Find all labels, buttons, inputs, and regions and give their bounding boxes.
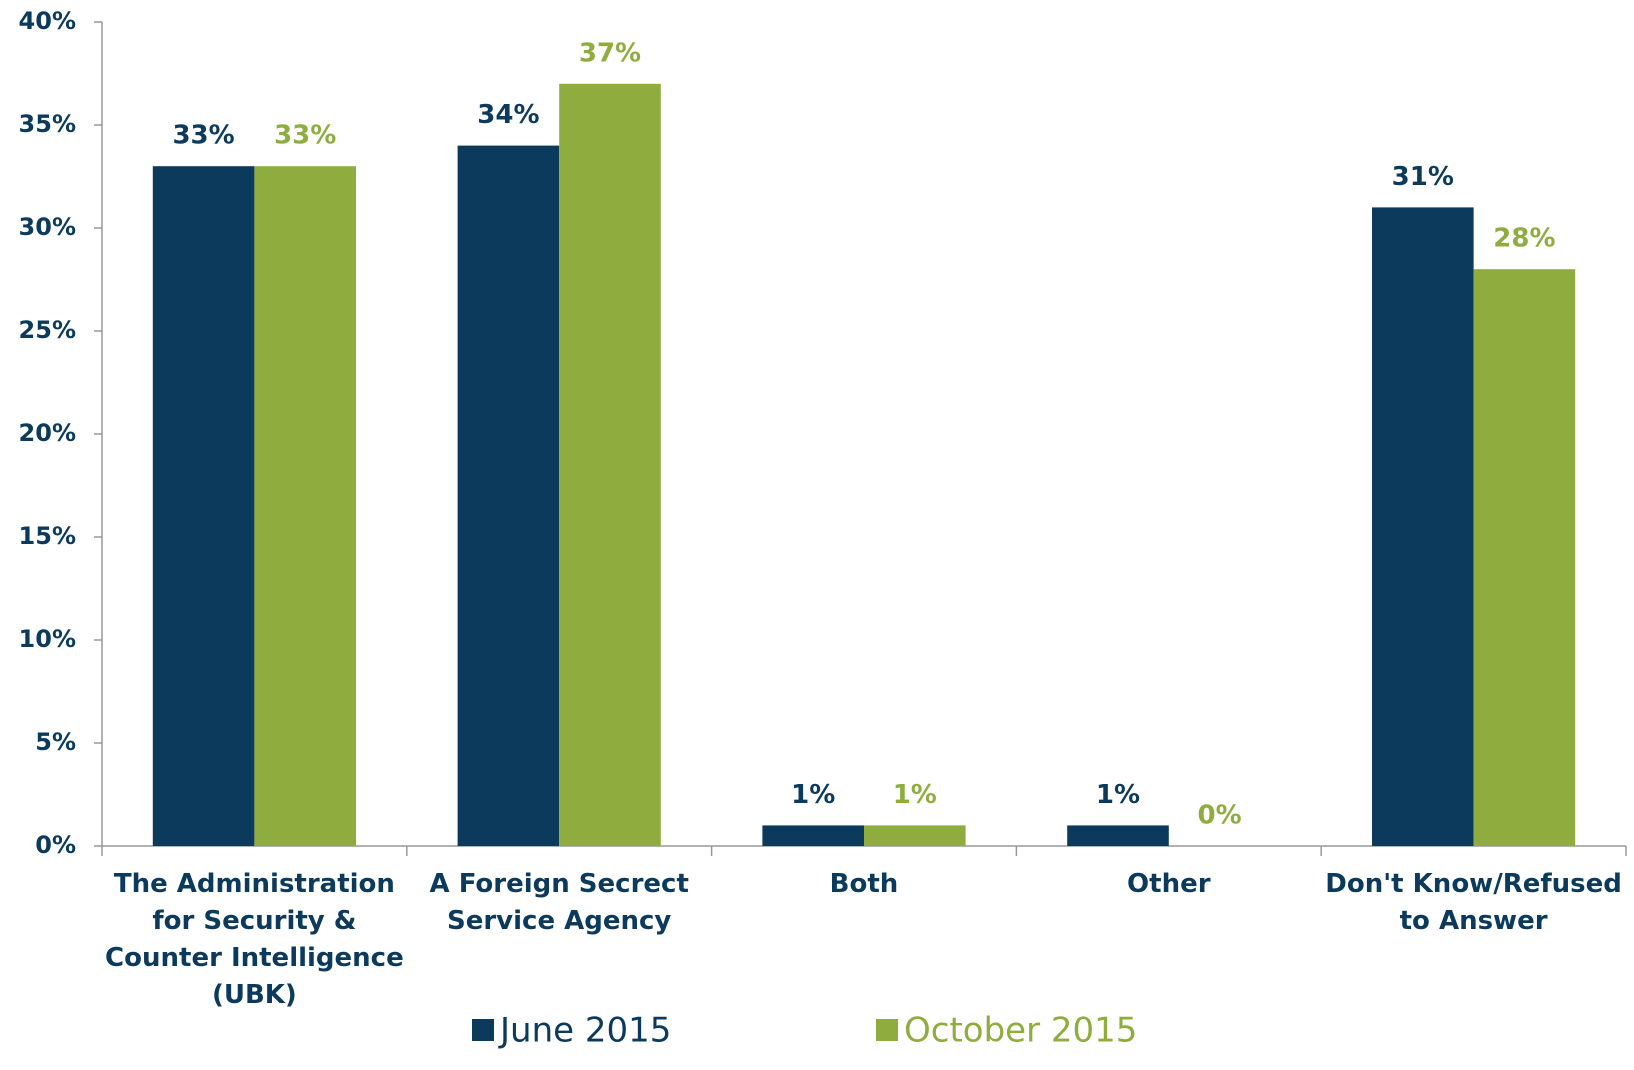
y-tick-label: 35% (19, 110, 76, 138)
data-label: 1% (1096, 780, 1140, 810)
x-tick-label: Both (829, 869, 899, 899)
data-label: 34% (477, 100, 539, 130)
data-label: 28% (1493, 224, 1555, 254)
bar (762, 825, 864, 846)
x-tick-label: Other (1127, 869, 1211, 899)
y-tick-label: 30% (19, 213, 76, 241)
y-tick-label: 15% (19, 522, 76, 550)
data-label: 0% (1198, 801, 1242, 831)
legend-label: October 2015 (904, 1011, 1137, 1051)
legend-swatch (876, 1019, 898, 1041)
data-label: 33% (172, 121, 234, 151)
y-tick-label: 25% (19, 316, 76, 344)
data-label: 1% (791, 780, 835, 810)
y-tick-label: 5% (35, 728, 76, 756)
bar (1067, 825, 1169, 846)
bar (864, 825, 966, 846)
bar (152, 166, 255, 846)
bar (254, 166, 356, 846)
y-tick-label: 20% (19, 419, 76, 447)
data-label: 1% (893, 780, 937, 810)
data-label: 31% (1392, 162, 1454, 192)
y-tick-label: 0% (35, 831, 76, 859)
data-label: 37% (579, 38, 641, 68)
y-tick-label: 40% (19, 7, 76, 35)
x-tick-label: A Foreign Secrect Service Agency (429, 869, 689, 936)
legend-swatch (472, 1019, 494, 1041)
legend-label: June 2015 (498, 1011, 671, 1051)
data-label: 33% (274, 121, 336, 151)
x-tick-label: The Administration for Security & Counte… (105, 869, 404, 1010)
bar (1473, 269, 1576, 846)
bar (559, 83, 661, 847)
bar (1372, 207, 1474, 846)
bar (457, 145, 560, 847)
x-tick-label: Don't Know/Refused to Answer (1325, 869, 1622, 936)
y-tick-label: 10% (19, 625, 76, 653)
